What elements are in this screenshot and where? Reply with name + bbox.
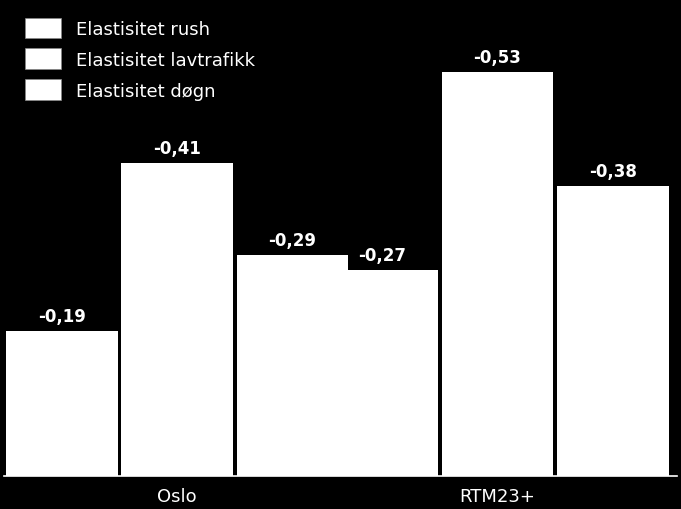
Bar (557, 187, 669, 476)
Bar (326, 270, 438, 476)
Text: -0,29: -0,29 (268, 231, 317, 249)
Legend: Elastisitet rush, Elastisitet lavtrafikk, Elastisitet døgn: Elastisitet rush, Elastisitet lavtrafikk… (20, 13, 260, 106)
Text: -0,27: -0,27 (358, 246, 406, 264)
Text: -0,19: -0,19 (38, 307, 86, 325)
Bar (441, 73, 554, 476)
Text: -0,38: -0,38 (589, 163, 637, 181)
Bar (236, 255, 349, 476)
Bar (121, 164, 233, 476)
Bar (6, 331, 118, 476)
Text: -0,53: -0,53 (473, 48, 522, 67)
Text: -0,41: -0,41 (153, 140, 201, 158)
